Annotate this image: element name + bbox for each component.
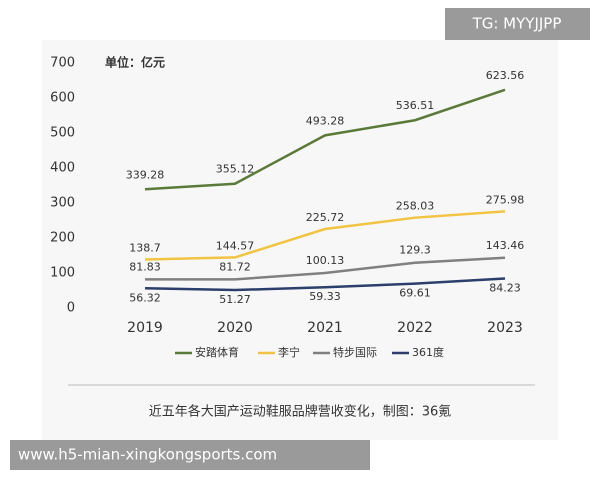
series-line: [144, 256, 506, 281]
data-label: 81.83: [129, 260, 161, 273]
data-label: 129.3: [399, 244, 431, 257]
y-tick-label: 200: [50, 231, 75, 246]
data-label: 493.28: [306, 114, 345, 127]
badge-box: [445, 8, 590, 40]
data-label: 623.56: [486, 69, 525, 82]
unit-label: 单位：亿元: [105, 55, 165, 70]
data-label: 51.27: [219, 293, 251, 306]
legend-label: 特步国际: [333, 345, 377, 359]
y-tick-label: 0: [67, 301, 75, 316]
x-tick-label: 2021: [307, 320, 343, 336]
data-label: 355.12: [216, 163, 255, 176]
y-tick-label: 300: [50, 196, 75, 211]
legend-label: 安踏体育: [195, 345, 239, 359]
y-tick-label: 500: [50, 126, 75, 141]
data-label: 258.03: [396, 200, 435, 213]
data-label: 69.61: [399, 287, 431, 300]
data-label: 138.7: [129, 241, 161, 254]
y-tick-label: 700: [50, 56, 75, 71]
data-label: 144.57: [216, 239, 255, 252]
legend-label: 李宁: [278, 345, 300, 359]
data-label: 536.51: [396, 99, 435, 112]
data-label: 59.33: [309, 290, 341, 303]
series-line: [144, 210, 506, 261]
y-tick-label: 100: [50, 266, 75, 281]
x-tick-label: 2019: [127, 320, 163, 336]
data-label: 56.32: [129, 291, 161, 304]
data-label: 81.72: [219, 260, 251, 273]
legend-label: 361度: [412, 345, 444, 359]
y-tick-label: 600: [50, 91, 75, 106]
data-label: 275.98: [486, 193, 525, 206]
data-label: 84.23: [489, 282, 521, 295]
series-line: [144, 88, 506, 191]
url: www.h5-mian-xingkongsports.com: [18, 446, 277, 464]
data-label: 100.13: [306, 254, 345, 267]
data-label: 143.46: [486, 239, 525, 252]
y-tick-label: 400: [50, 161, 75, 176]
url-box: [10, 440, 370, 470]
data-label: 225.72: [306, 211, 345, 224]
badge: TG: MYYJJPP: [472, 15, 562, 33]
x-tick-label: 2022: [397, 320, 433, 336]
x-tick-label: 2023: [487, 320, 523, 336]
chart-panel: [42, 40, 558, 440]
data-label: 339.28: [126, 168, 165, 181]
caption: 近五年各大国产运动鞋服品牌营收变化，制图：36氪: [149, 404, 452, 420]
series-line: [144, 277, 506, 292]
x-tick-label: 2020: [217, 320, 253, 336]
